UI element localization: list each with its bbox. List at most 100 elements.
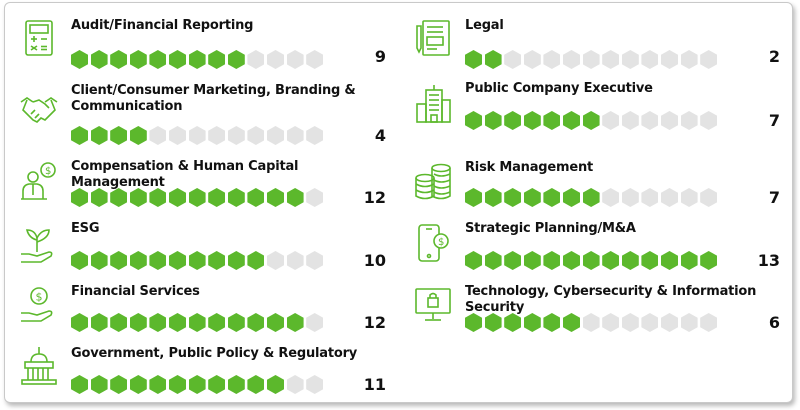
hexagon-filled bbox=[504, 313, 522, 332]
hexagon-filled bbox=[641, 251, 659, 270]
hexagon-filled bbox=[90, 251, 108, 270]
skill-count: 2 bbox=[768, 47, 780, 66]
hexagon-filled bbox=[504, 251, 522, 270]
hexagon-filled bbox=[129, 375, 147, 394]
hexagon-filled bbox=[149, 313, 167, 332]
hexagon-filled bbox=[110, 251, 128, 270]
hexagon-filled bbox=[169, 188, 186, 207]
hexagon-empty bbox=[149, 126, 167, 145]
hexagon-filled bbox=[543, 188, 561, 207]
hexagon-empty bbox=[680, 111, 698, 130]
hexagon-empty bbox=[621, 188, 639, 207]
hexagon-empty bbox=[661, 313, 678, 332]
skill-count: 4 bbox=[374, 126, 386, 145]
hexagon-filled bbox=[188, 251, 206, 270]
svg-text:$: $ bbox=[36, 291, 43, 304]
person-money-icon: $ bbox=[19, 161, 59, 201]
hexagon-filled bbox=[129, 313, 147, 332]
hexagon-filled bbox=[543, 251, 561, 270]
hexagon-filled bbox=[169, 313, 186, 332]
hexagon-filled bbox=[90, 313, 108, 332]
hexagon-empty bbox=[680, 188, 698, 207]
hexagon-filled bbox=[129, 126, 147, 145]
hexagon-filled bbox=[129, 50, 147, 69]
hexagon-empty bbox=[286, 50, 304, 69]
hexagon-filled bbox=[523, 188, 541, 207]
hexagon-filled bbox=[286, 313, 304, 332]
skill-count: 13 bbox=[757, 251, 780, 270]
hexagon-empty bbox=[267, 251, 284, 270]
hexagon-filled bbox=[227, 313, 245, 332]
hexagon-filled bbox=[129, 251, 147, 270]
hexagon-filled bbox=[90, 188, 108, 207]
hexagon-empty bbox=[563, 50, 580, 69]
hexagon-filled bbox=[90, 50, 108, 69]
hexagon-empty bbox=[306, 188, 324, 207]
hexagon-filled bbox=[208, 313, 226, 332]
hexagon-filled bbox=[267, 375, 284, 394]
hexagon-filled bbox=[71, 375, 88, 394]
hexagon-filled bbox=[110, 375, 128, 394]
hexagon-filled bbox=[523, 111, 541, 130]
hexagon-filled bbox=[149, 50, 167, 69]
coin-stack-icon bbox=[413, 162, 453, 202]
hexagon-empty bbox=[602, 313, 620, 332]
skill-label: Government, Public Policy & Regulatory bbox=[71, 346, 358, 361]
hexagon-empty bbox=[306, 126, 324, 145]
hexagon-filled bbox=[523, 313, 541, 332]
hexagon-filled bbox=[267, 188, 284, 207]
hexagon-filled bbox=[71, 251, 88, 270]
legal-document-icon bbox=[413, 18, 453, 58]
hexagon-filled bbox=[110, 50, 128, 69]
hexagon-empty bbox=[602, 188, 620, 207]
hexagon-filled bbox=[90, 126, 108, 145]
hexagon-filled bbox=[563, 111, 580, 130]
hexagon-filled bbox=[169, 50, 186, 69]
hexagon-filled bbox=[523, 251, 541, 270]
hexagon-filled bbox=[465, 251, 482, 270]
hexagon-empty bbox=[247, 126, 265, 145]
hexagon-empty bbox=[267, 126, 284, 145]
hexagon-filled bbox=[504, 111, 522, 130]
hexagon-empty bbox=[661, 111, 678, 130]
skill-label: Public Company Executive bbox=[465, 81, 653, 96]
hexagon-filled bbox=[602, 251, 620, 270]
hexagon-filled bbox=[621, 251, 639, 270]
hexagon-filled bbox=[563, 313, 580, 332]
hexagon-filled bbox=[543, 111, 561, 130]
skill-label: Strategic Planning/M&A bbox=[465, 221, 636, 236]
hexagon-filled bbox=[71, 313, 88, 332]
skill-label: Risk Management bbox=[465, 160, 594, 175]
hexagon-empty bbox=[700, 50, 718, 69]
hexagon-filled bbox=[227, 375, 245, 394]
hexagon-filled bbox=[71, 126, 88, 145]
handshake-icon bbox=[19, 88, 59, 128]
hexagon-filled bbox=[582, 188, 600, 207]
hexagon-empty bbox=[169, 126, 186, 145]
hexagon-filled bbox=[247, 375, 265, 394]
hexagon-filled bbox=[110, 188, 128, 207]
hexagon-filled bbox=[484, 111, 502, 130]
plant-in-hand-icon bbox=[19, 224, 59, 264]
hexagon-filled bbox=[504, 188, 522, 207]
hexagon-filled bbox=[700, 251, 718, 270]
hexagon-filled bbox=[208, 251, 226, 270]
hexagon-filled bbox=[465, 313, 482, 332]
hexagon-filled bbox=[661, 251, 678, 270]
hexagon-filled bbox=[465, 50, 482, 69]
hexagon-empty bbox=[286, 251, 304, 270]
skill-count: 11 bbox=[363, 375, 386, 394]
hexagon-empty bbox=[267, 50, 284, 69]
hexagon-filled bbox=[71, 50, 88, 69]
skill-count: 7 bbox=[768, 111, 780, 130]
hexagon-empty bbox=[227, 126, 245, 145]
hexagon-empty bbox=[700, 111, 718, 130]
hexagon-empty bbox=[208, 126, 226, 145]
hexagon-empty bbox=[286, 375, 304, 394]
hexagon-empty bbox=[641, 111, 659, 130]
skill-label: Legal bbox=[465, 18, 504, 33]
skill-count: 12 bbox=[363, 313, 386, 332]
hexagon-filled bbox=[267, 313, 284, 332]
hexagon-empty bbox=[641, 188, 659, 207]
skill-label: Technology, Cybersecurity & Information … bbox=[465, 284, 757, 315]
